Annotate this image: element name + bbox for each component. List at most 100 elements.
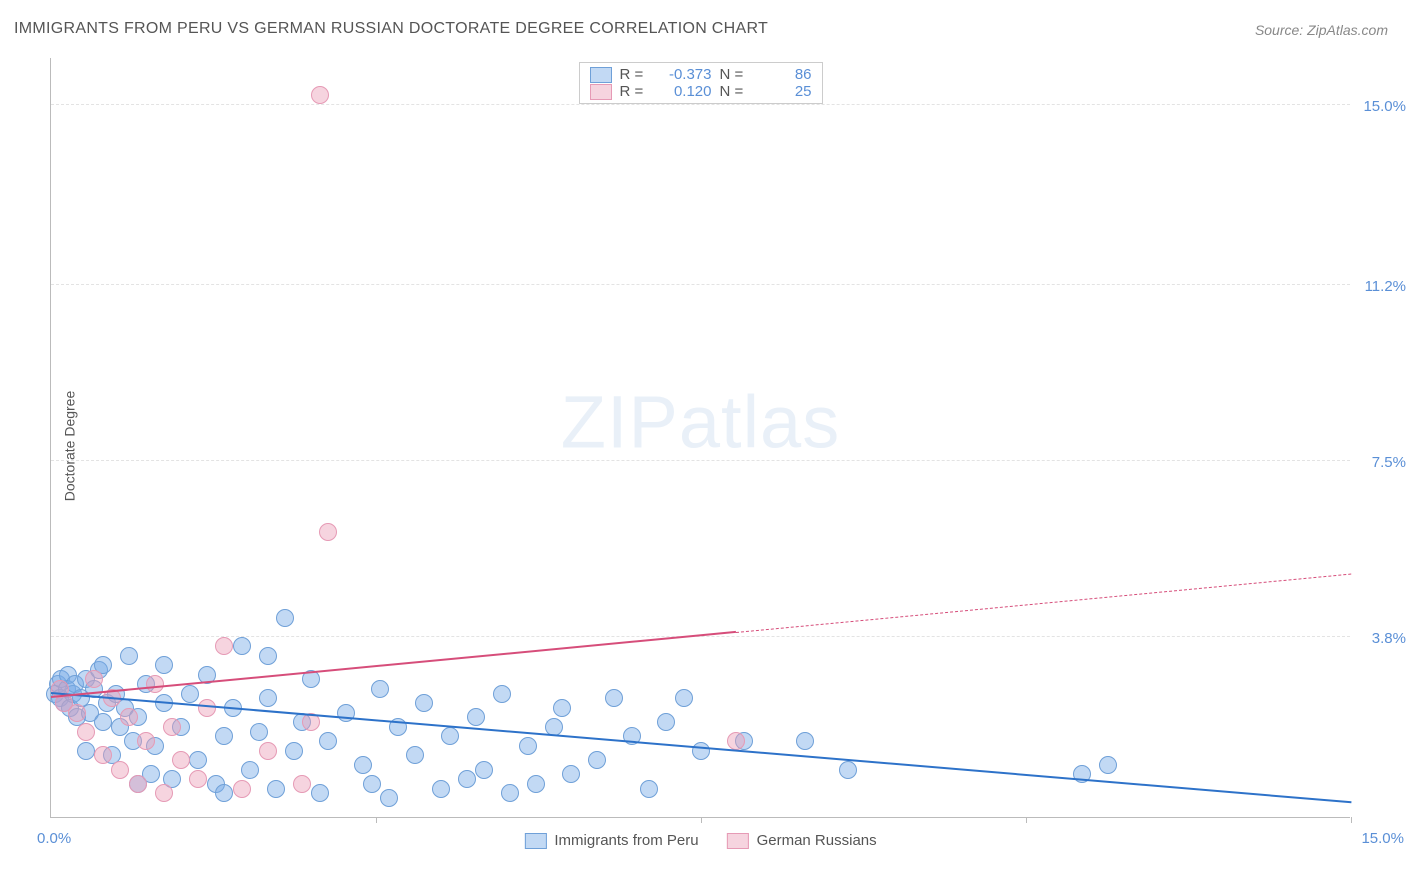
scatter-point-peru (276, 609, 294, 627)
gridline (51, 104, 1350, 105)
r-label: R = (620, 83, 646, 100)
scatter-point-peru (311, 784, 329, 802)
scatter-point-peru (189, 751, 207, 769)
watermark-bold: ZIP (561, 381, 679, 464)
correlation-legend: R = -0.373 N = 86 R = 0.120 N = 25 (579, 62, 823, 104)
x-tick (1351, 817, 1352, 823)
series-legend: Immigrants from Peru German Russians (524, 832, 876, 849)
scatter-point-peru (1099, 756, 1117, 774)
gridline (51, 460, 1350, 461)
scatter-point-peru (241, 761, 259, 779)
scatter-point-peru (796, 732, 814, 750)
legend-swatch-german-russian (727, 833, 749, 849)
scatter-point-german_russian (129, 775, 147, 793)
scatter-point-peru (441, 727, 459, 745)
scatter-point-german_russian (146, 675, 164, 693)
legend-swatch-peru (524, 833, 546, 849)
legend-item-peru: Immigrants from Peru (524, 832, 698, 849)
scatter-point-peru (77, 742, 95, 760)
legend-label-german-russian: German Russians (757, 832, 877, 849)
x-axis-max-label: 15.0% (1361, 830, 1404, 847)
scatter-point-peru (259, 647, 277, 665)
scatter-point-german_russian (68, 704, 86, 722)
n-label: N = (720, 66, 746, 83)
scatter-point-peru (181, 685, 199, 703)
scatter-point-peru (458, 770, 476, 788)
trend-line-german_russian (51, 631, 736, 698)
r-value-german-russian: 0.120 (654, 83, 712, 100)
y-tick-label: 15.0% (1354, 98, 1406, 115)
y-tick-label: 11.2% (1354, 278, 1406, 295)
x-tick (376, 817, 377, 823)
scatter-point-peru (215, 784, 233, 802)
scatter-point-peru (432, 780, 450, 798)
scatter-point-peru (380, 789, 398, 807)
scatter-point-peru (406, 746, 424, 764)
correlation-legend-row: R = 0.120 N = 25 (590, 83, 812, 100)
n-label: N = (720, 83, 746, 100)
chart-title: IMMIGRANTS FROM PERU VS GERMAN RUSSIAN D… (14, 20, 768, 38)
correlation-legend-row: R = -0.373 N = 86 (590, 66, 812, 83)
scatter-point-german_russian (120, 708, 138, 726)
legend-item-german-russian: German Russians (727, 832, 877, 849)
scatter-point-peru (839, 761, 857, 779)
scatter-point-peru (475, 761, 493, 779)
scatter-point-peru (493, 685, 511, 703)
scatter-point-peru (250, 723, 268, 741)
legend-label-peru: Immigrants from Peru (554, 832, 698, 849)
scatter-point-peru (467, 708, 485, 726)
scatter-point-peru (371, 680, 389, 698)
r-value-peru: -0.373 (654, 66, 712, 83)
scatter-point-peru (363, 775, 381, 793)
scatter-point-peru (657, 713, 675, 731)
scatter-point-peru (501, 784, 519, 802)
r-label: R = (620, 66, 646, 83)
trend-line-german_russian-extrapolated (736, 574, 1351, 633)
watermark: ZIPatlas (561, 380, 840, 465)
scatter-point-peru (415, 694, 433, 712)
scatter-point-german_russian (172, 751, 190, 769)
scatter-point-german_russian (163, 718, 181, 736)
scatter-point-german_russian (233, 780, 251, 798)
scatter-point-peru (319, 732, 337, 750)
y-tick-label: 3.8% (1354, 630, 1406, 647)
scatter-point-german_russian (319, 523, 337, 541)
scatter-point-peru (354, 756, 372, 774)
gridline (51, 284, 1350, 285)
scatter-point-peru (562, 765, 580, 783)
scatter-point-german_russian (94, 746, 112, 764)
scatter-point-german_russian (189, 770, 207, 788)
scatter-point-peru (527, 775, 545, 793)
scatter-point-peru (267, 780, 285, 798)
scatter-point-german_russian (155, 784, 173, 802)
n-value-german-russian: 25 (754, 83, 812, 100)
x-axis-origin-label: 0.0% (37, 830, 71, 847)
watermark-light: atlas (679, 381, 840, 464)
scatter-point-german_russian (293, 775, 311, 793)
scatter-point-german_russian (311, 86, 329, 104)
scatter-point-peru (692, 742, 710, 760)
scatter-point-german_russian (77, 723, 95, 741)
legend-swatch-peru (590, 67, 612, 83)
scatter-point-german_russian (198, 699, 216, 717)
legend-swatch-german-russian (590, 84, 612, 100)
n-value-peru: 86 (754, 66, 812, 83)
scatter-plot-area: ZIPatlas R = -0.373 N = 86 R = 0.120 N =… (50, 58, 1350, 818)
scatter-point-peru (155, 656, 173, 674)
source-attribution: Source: ZipAtlas.com (1255, 22, 1388, 38)
scatter-point-peru (259, 689, 277, 707)
scatter-point-peru (120, 647, 138, 665)
scatter-point-peru (94, 713, 112, 731)
scatter-point-peru (233, 637, 251, 655)
scatter-point-german_russian (259, 742, 277, 760)
scatter-point-peru (553, 699, 571, 717)
scatter-point-peru (519, 737, 537, 755)
scatter-point-peru (605, 689, 623, 707)
scatter-point-german_russian (111, 761, 129, 779)
scatter-point-peru (215, 727, 233, 745)
scatter-point-peru (675, 689, 693, 707)
x-tick (701, 817, 702, 823)
scatter-point-german_russian (727, 732, 745, 750)
x-tick (1026, 817, 1027, 823)
scatter-point-german_russian (137, 732, 155, 750)
